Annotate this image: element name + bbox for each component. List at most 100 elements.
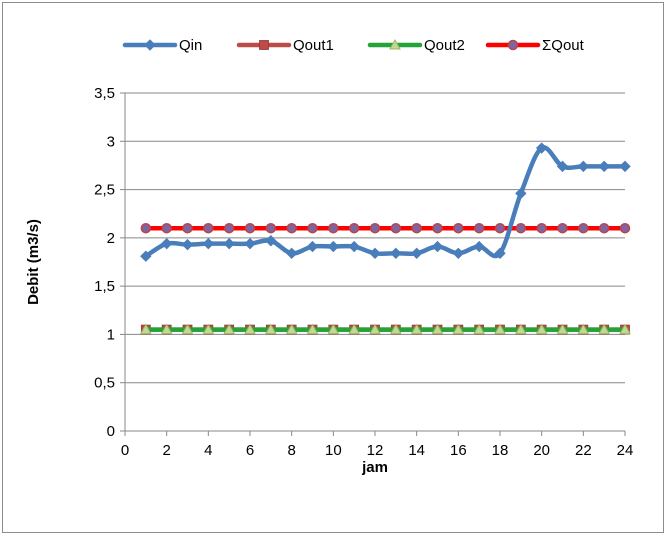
series-qout2-point (369, 323, 381, 335)
axes (120, 92, 626, 436)
series-qout-point (161, 222, 172, 234)
series-qout2-point (494, 323, 506, 335)
series-qin-point (140, 250, 152, 262)
legend-item-qin: Qin (122, 37, 202, 54)
x-tick-label: 20 (533, 442, 550, 459)
series-qout-point (286, 222, 297, 234)
gridlines (125, 92, 625, 384)
series-qout2-point (327, 323, 340, 335)
series-qout-point (307, 222, 318, 234)
y-tick-label: 2,5 (94, 182, 115, 199)
series-qin-point (160, 237, 173, 250)
series-qout-point (453, 222, 464, 234)
legend: Qin Qout1 Qout2 ΣQout (122, 37, 585, 54)
series-qout2-point (598, 323, 611, 335)
legend-item-qout2-label: Qout2 (424, 37, 465, 54)
legend-item-qout-label: ΣQout (542, 37, 585, 54)
x-tick-label: 6 (246, 442, 254, 459)
series-qin-point (556, 160, 569, 173)
series-qout-point (223, 222, 235, 234)
series-qout2-point (431, 323, 444, 335)
series-qout-point (140, 222, 152, 234)
series-qout2-point (264, 323, 277, 335)
legend-item-qout-marker (507, 39, 519, 51)
series-qout-point (348, 222, 360, 234)
series-qout2-point (223, 323, 236, 335)
series-qout-point (598, 222, 610, 234)
series-qin-point (452, 247, 465, 260)
series-qin-point (473, 240, 485, 253)
series-qin-point (410, 247, 423, 260)
x-tick-label: 4 (204, 442, 212, 459)
series-qout-point (515, 222, 527, 234)
series-qout2-point (202, 323, 215, 335)
tick-labels: 00,511,522,533,50 2 4 6 8 10 12 14 16 18 20 22 24 (94, 85, 633, 459)
series-qout-point (411, 222, 422, 234)
series-qout2-point (473, 323, 486, 335)
series-qin-point (327, 240, 340, 253)
series-qin-point (598, 160, 610, 173)
y-axis-title: Debit (m3/s) (25, 219, 42, 305)
series-qin-point (619, 160, 631, 173)
series-qin-point (181, 238, 194, 251)
series-qout2-point (389, 323, 402, 335)
series-qout2-point (285, 323, 298, 335)
legend-item-qout2-marker (389, 38, 401, 50)
y-tick-label: 3 (107, 133, 115, 150)
x-tick-label: 2 (162, 442, 170, 459)
series-qout2-point (452, 323, 465, 335)
series-qout2-point (556, 323, 569, 335)
series-qout2-point (577, 323, 590, 335)
legend-item-qout2: Qout2 (367, 37, 465, 54)
series-qin-point (285, 247, 298, 260)
legend-item-qout1-label: Qout1 (293, 37, 334, 54)
series-qout-point (328, 222, 339, 234)
series-qin-point (223, 237, 235, 250)
series-qout2-point (514, 323, 527, 335)
series-qout-point (390, 222, 402, 234)
series-qin-point (431, 240, 444, 253)
legend-item-qout1-marker (259, 40, 269, 50)
series-qout-point (619, 222, 631, 234)
series-qout2-point (306, 323, 319, 335)
series-qout-point (473, 222, 485, 234)
series-qin-point (535, 142, 548, 154)
x-tick-label: 14 (408, 442, 425, 459)
y-tick-label: 2 (107, 230, 115, 247)
x-tick-label: 12 (367, 442, 384, 459)
y-tick-label: 0 (107, 423, 115, 440)
x-tick-label: 10 (325, 442, 342, 459)
series-qin-point (390, 247, 402, 260)
series-qin-point (306, 240, 319, 253)
series-qin-line (143, 145, 628, 259)
series-qout2-point (619, 323, 631, 335)
x-tick-label: 8 (287, 442, 295, 459)
series-qin (140, 142, 631, 262)
series-qout-point (244, 222, 256, 234)
series-qout-point (369, 222, 381, 234)
x-tick-label: 16 (450, 442, 467, 459)
legend-item-qin-label: Qin (179, 37, 202, 54)
series-qout (140, 222, 631, 234)
series-qout-point (536, 222, 547, 234)
x-tick-label: 18 (492, 442, 509, 459)
series-qout2 (139, 323, 631, 335)
series-qout2-point (348, 323, 361, 335)
x-axis-title: jam (361, 459, 388, 476)
series-qin-point (348, 240, 360, 253)
series-qin-point (265, 235, 277, 247)
series-qout2-point (535, 323, 548, 335)
series-qout2-point (139, 323, 152, 335)
series-qout2-point (160, 323, 173, 335)
series-qout-point (578, 222, 589, 234)
series-qin-point (369, 247, 381, 260)
legend-item-qout1: Qout1 (236, 37, 334, 54)
series-qin-point (494, 247, 506, 260)
series-qin-point (244, 237, 256, 250)
series-qout2-point (244, 323, 256, 335)
series-qin-point (202, 237, 215, 250)
y-tick-label: 1 (107, 326, 115, 343)
series-qout-point (203, 222, 214, 234)
